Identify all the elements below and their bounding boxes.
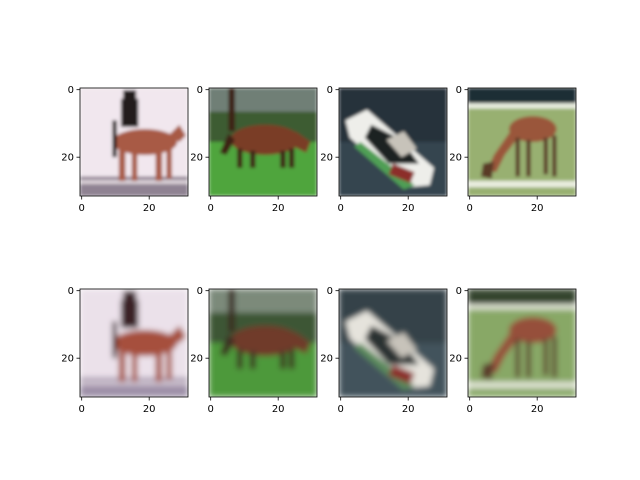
y-tick-label: 0 — [68, 85, 74, 96]
y-tick-label: 0 — [68, 286, 74, 297]
image-panel: 0 20 0 20 — [190, 286, 318, 415]
y-tick-label: 0 — [197, 85, 203, 96]
x-tick-label: 0 — [79, 404, 85, 415]
x-tick-label: 0 — [79, 203, 85, 214]
y-tick-label: 20 — [190, 354, 203, 365]
y-tick-label: 20 — [190, 153, 203, 164]
x-tick-label: 20 — [272, 203, 285, 214]
axes-frame — [79, 288, 189, 398]
x-tick-label: 0 — [467, 404, 473, 415]
image-panel: 0 20 0 20 — [449, 85, 577, 214]
panel-image — [80, 289, 188, 397]
x-tick-label: 20 — [143, 203, 156, 214]
image-panel: 0 20 0 20 — [190, 85, 318, 214]
y-tick-label: 20 — [61, 153, 74, 164]
y-tick-label: 0 — [327, 286, 333, 297]
x-tick-label: 0 — [208, 404, 214, 415]
panel-image — [80, 88, 188, 196]
panel-image — [209, 88, 317, 196]
x-tick-label: 20 — [531, 404, 544, 415]
y-tick-label: 20 — [449, 354, 462, 365]
axes-frame — [79, 87, 189, 197]
x-tick-label: 0 — [467, 203, 473, 214]
x-tick-label: 0 — [208, 203, 214, 214]
axes-frame — [467, 288, 577, 398]
y-tick-label: 20 — [320, 354, 333, 365]
y-tick-label: 20 — [320, 153, 333, 164]
image-panel: 0 20 0 20 — [320, 286, 448, 415]
x-tick-label: 20 — [531, 203, 544, 214]
x-tick-label: 20 — [143, 404, 156, 415]
x-tick-label: 20 — [402, 404, 415, 415]
y-tick-label: 0 — [197, 286, 203, 297]
y-tick-label: 20 — [449, 153, 462, 164]
y-tick-label: 20 — [61, 354, 74, 365]
panel-image — [339, 289, 447, 397]
panel-image — [209, 289, 317, 397]
x-tick-label: 20 — [272, 404, 285, 415]
axes-frame — [467, 87, 577, 197]
image-panel: 0 20 0 20 — [61, 286, 189, 415]
axes-frame — [338, 288, 448, 398]
axes-frame — [208, 288, 318, 398]
axes-frame — [338, 87, 448, 197]
x-tick-label: 20 — [402, 203, 415, 214]
image-panel: 0 20 0 20 — [449, 286, 577, 415]
image-panel: 0 20 0 20 — [61, 85, 189, 214]
y-tick-label: 0 — [456, 85, 462, 96]
panel-image — [339, 88, 447, 196]
y-tick-label: 0 — [327, 85, 333, 96]
x-tick-label: 0 — [338, 203, 344, 214]
panel-image — [468, 289, 576, 397]
axes-frame — [208, 87, 318, 197]
x-tick-label: 0 — [338, 404, 344, 415]
panel-image — [468, 88, 576, 196]
y-tick-label: 0 — [456, 286, 462, 297]
image-panel: 0 20 0 20 — [320, 85, 448, 214]
